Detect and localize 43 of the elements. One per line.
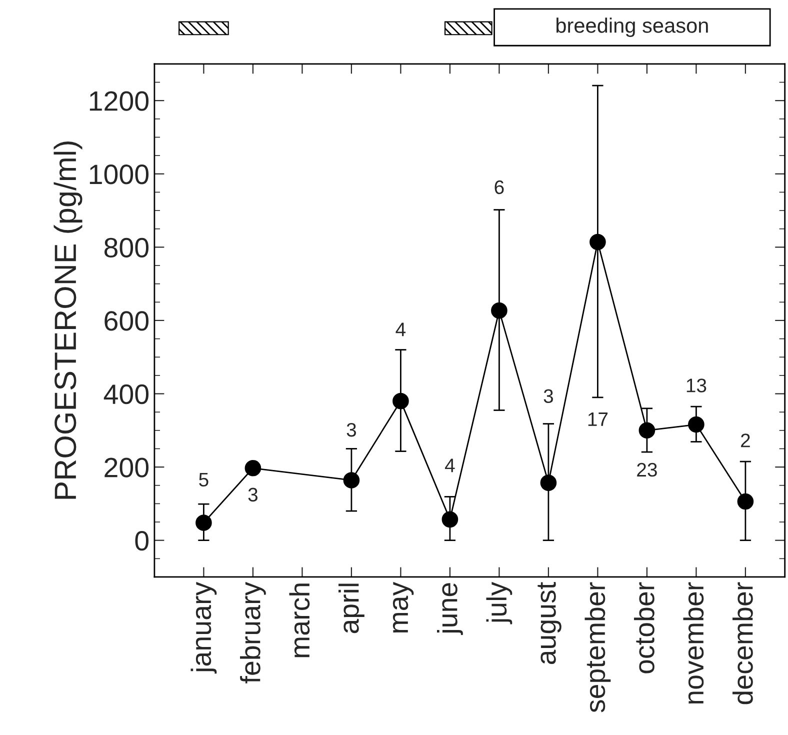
y-axis-title: PROGESTERONE (pg/ml)	[54, 142, 82, 499]
x-tick-label: november	[683, 582, 704, 704]
annotation: 23	[637, 462, 657, 477]
point	[737, 493, 754, 510]
annotation: 4	[396, 322, 406, 336]
x-tick-label: april	[338, 584, 364, 634]
x-tick-label: july	[486, 582, 512, 624]
x-tick-label: may	[392, 582, 414, 632]
y-tick-label: 200	[104, 458, 149, 478]
x-tick-label: september	[584, 582, 611, 712]
x-tick-label: march	[289, 584, 310, 658]
x-tick-label: december	[732, 582, 753, 704]
point	[638, 422, 656, 439]
point	[688, 416, 704, 433]
point	[590, 234, 606, 250]
y-tick-label: 1200	[90, 91, 149, 111]
point	[392, 392, 409, 410]
annotation: 17	[588, 412, 608, 426]
annotation: 6	[494, 180, 504, 194]
x-tick-label: february	[240, 582, 266, 684]
annotation: 13	[686, 378, 706, 392]
point	[442, 511, 458, 528]
point	[244, 460, 262, 476]
x-tick-label: august	[538, 582, 562, 664]
point	[343, 472, 360, 488]
annotation: 5	[199, 472, 208, 487]
x-tick-label: january	[190, 582, 217, 674]
text: breeding season	[556, 18, 708, 38]
x-tick-label: october	[634, 582, 654, 674]
y-tick-label: 400	[104, 384, 149, 404]
annotation: 2	[741, 434, 750, 448]
y-tick-label: 800	[104, 238, 149, 258]
x-tick-label: june	[437, 583, 463, 636]
y-tick-label: 600	[104, 311, 149, 331]
point	[196, 514, 212, 531]
y-tick-label: 1000	[90, 164, 149, 184]
annotation: 3	[544, 389, 553, 403]
annotation: 3	[248, 488, 258, 502]
annotation: 3	[346, 422, 356, 437]
point	[491, 302, 508, 319]
y-tick-label: 0	[135, 531, 148, 551]
point	[540, 474, 557, 491]
annotation: 4	[444, 458, 455, 472]
